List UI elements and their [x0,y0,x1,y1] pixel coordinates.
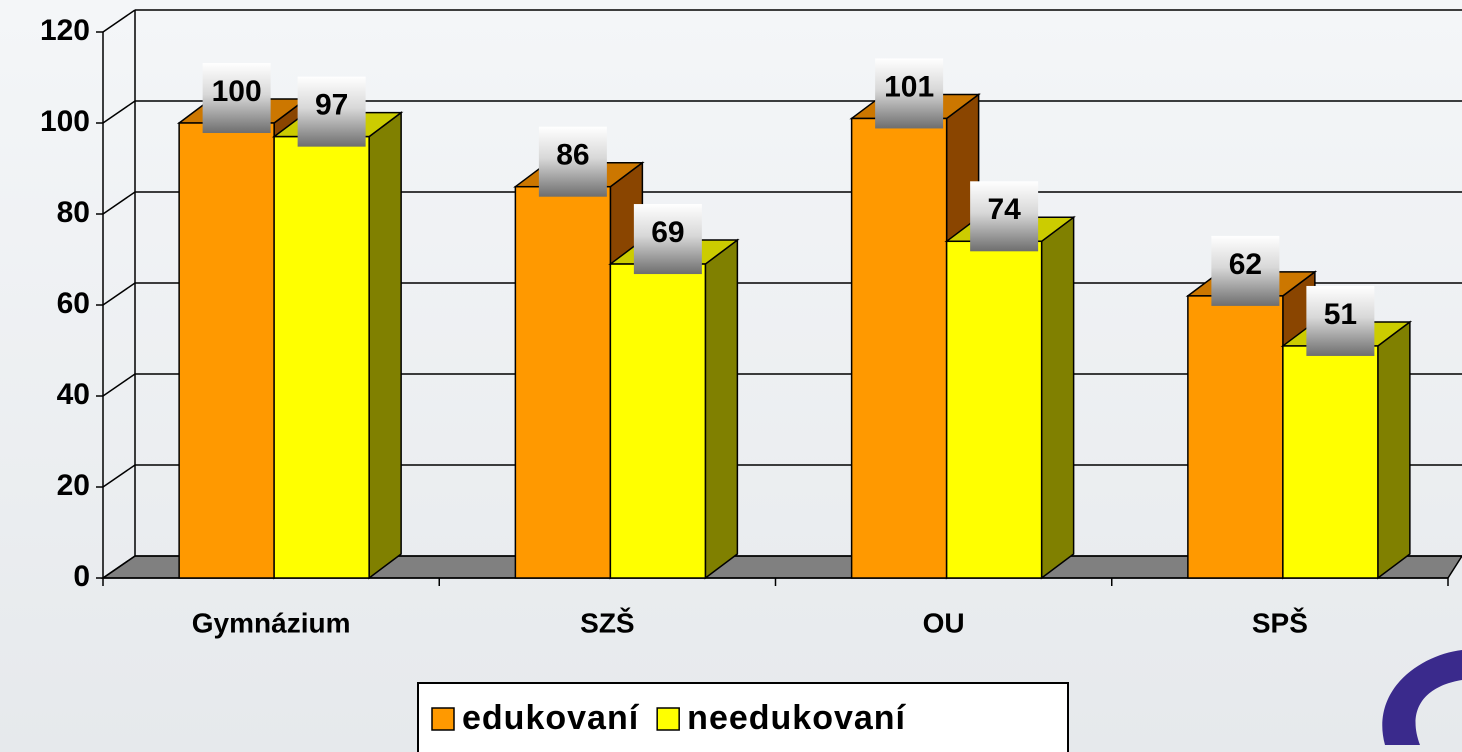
grid-line-side [102,191,136,215]
x-tick-label: SPŠ [1252,606,1308,638]
bar-side [1040,215,1075,580]
bar-side [704,238,739,580]
grid-line-side [102,555,136,579]
data-label: 51 [1324,298,1357,331]
y-tick-label: 0 [73,560,90,593]
data-label-box [1306,285,1375,356]
y-tick-label: 100 [40,105,90,138]
bar-side [368,111,402,580]
data-label-box [538,126,607,197]
x-tick-label: OU [923,607,965,638]
grid-line-side [102,282,136,306]
bar [609,263,707,579]
data-label: 62 [1229,248,1262,281]
bar-side [1377,320,1411,580]
data-label: 69 [651,216,684,249]
data-label-box [875,58,944,129]
data-label-box [633,204,702,275]
grid-line-side [102,464,136,488]
data-label-box [1211,235,1280,306]
data-label: 101 [884,70,934,103]
bar [178,122,275,579]
bar [945,240,1043,579]
data-label-box [970,181,1039,252]
data-label: 74 [987,193,1021,226]
y-tick-label: 60 [57,287,90,320]
grid-line-side [102,100,136,124]
y-tick-label: 20 [57,469,90,502]
bar [514,185,612,579]
grid-line-side [102,9,136,33]
grid-line-side [102,373,136,397]
data-label: 97 [315,89,348,122]
legend-swatch [431,707,455,731]
x-tick-label: SZŠ [580,606,634,638]
data-label-box [297,76,366,147]
bar [1282,345,1379,579]
plot-area: 0 20 40 60 80 100 120 Gymnázium SZŠ OU SPŠ 100 97 86 6… [40,9,1462,638]
legend [417,682,1069,752]
legend-swatch [656,707,680,731]
bar [850,117,948,579]
legend-label: edukovaní [462,699,640,737]
data-label-box [202,63,271,133]
x-tick-label: Gymnázium [192,607,351,638]
logo [1382,650,1462,745]
y-tick-label: 120 [40,14,90,47]
legend-label: needukovaní [687,699,906,737]
y-tick-label: 40 [57,378,90,411]
bar [273,135,370,579]
data-label: 86 [556,139,589,172]
data-label: 100 [212,75,262,108]
bar [1187,295,1284,579]
y-tick-label: 80 [57,196,90,229]
